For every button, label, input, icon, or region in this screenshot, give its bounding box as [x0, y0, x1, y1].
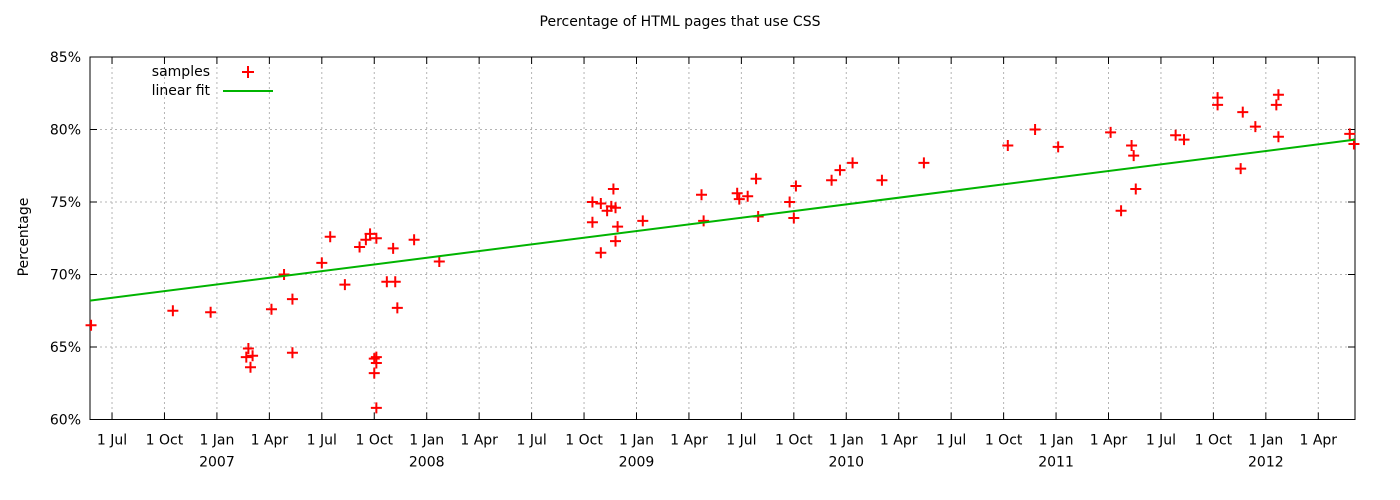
x-tick-label: 1 Oct: [1195, 433, 1233, 449]
x-tick-label: 1 Apr: [1090, 433, 1128, 449]
y-tick-label: 85%: [50, 50, 81, 66]
data-points: [85, 89, 1360, 414]
legend-label-linear-fit: linear fit: [151, 82, 210, 99]
x-tick-label: 1 Oct: [146, 433, 184, 449]
x-year-label: 2010: [828, 455, 864, 471]
legend-entry-samples: samples: [138, 62, 273, 81]
x-tick-label: 1 Jan: [1039, 433, 1074, 449]
x-tick-label: 1 Jul: [726, 433, 756, 449]
x-tick-label: 1 Apr: [460, 433, 498, 449]
x-tick-label: 1 Jan: [619, 433, 654, 449]
x-tick-label: 1 Oct: [775, 433, 813, 449]
x-tick-label: 1 Jan: [1248, 433, 1283, 449]
y-tick-label: 75%: [50, 195, 81, 211]
x-tick-label: 1 Apr: [251, 433, 289, 449]
y-tick-label: 80%: [50, 123, 81, 139]
x-tick-label: 1 Oct: [985, 433, 1023, 449]
linear-fit-line-icon: [223, 85, 273, 97]
y-tick-label: 60%: [50, 413, 81, 429]
plot-border: [89, 56, 1356, 420]
x-year-label: 2007: [199, 455, 235, 471]
x-tick-label: 1 Apr: [670, 433, 708, 449]
x-year-label: 2011: [1038, 455, 1074, 471]
y-tick-label: 70%: [50, 268, 81, 284]
fit-line: [89, 138, 1356, 302]
chart-title: Percentage of HTML pages that use CSS: [539, 14, 821, 30]
x-year-label: 2012: [1248, 455, 1284, 471]
x-tick-label: 1 Jul: [97, 433, 127, 449]
x-tick-label: 1 Jul: [307, 433, 337, 449]
x-tick-label: 1 Jul: [936, 433, 966, 449]
legend-label-samples: samples: [151, 63, 210, 80]
x-year-label: 2009: [619, 455, 655, 471]
samples-plus-marker-icon: [223, 65, 273, 78]
x-tick-label: 1 Jan: [829, 433, 864, 449]
x-tick-label: 1 Oct: [355, 433, 393, 449]
x-tick-label: 1 Jan: [409, 433, 444, 449]
legend: samples linear fit: [138, 62, 273, 100]
x-tick-label: 1 Oct: [565, 433, 603, 449]
x-tick-label: 1 Jul: [516, 433, 546, 449]
x-tick-label: 1 Apr: [1299, 433, 1337, 449]
legend-entry-linear-fit: linear fit: [138, 81, 273, 100]
x-year-label: 2008: [409, 455, 445, 471]
y-tick-label: 65%: [50, 340, 81, 356]
x-tick-label: 1 Apr: [880, 433, 918, 449]
x-tick-label: 1 Jul: [1146, 433, 1176, 449]
x-tick-label: 1 Jan: [199, 433, 234, 449]
